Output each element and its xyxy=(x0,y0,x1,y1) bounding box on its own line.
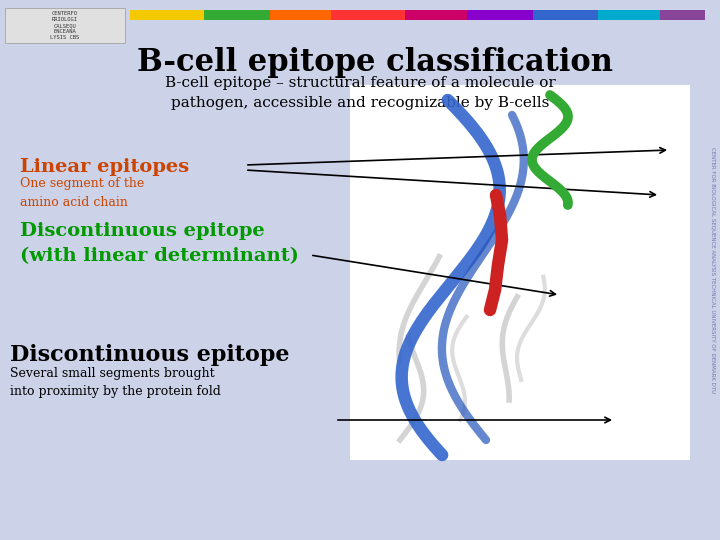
Bar xyxy=(270,10,331,20)
Bar xyxy=(5,8,125,43)
Text: Discontinuous epitope: Discontinuous epitope xyxy=(10,344,289,366)
Bar xyxy=(130,10,204,20)
Bar xyxy=(660,10,705,20)
Bar xyxy=(467,10,533,20)
Bar xyxy=(533,10,598,20)
Text: CENTER FOR BIOLOGICAL SEQUENCE ANALYSIS TECHNICAL UNIVERSITY OF DENMARK DTU: CENTER FOR BIOLOGICAL SEQUENCE ANALYSIS … xyxy=(711,147,716,393)
Text: CENTERFO
RRIOLOGI
CALSEQU
ENCEANA
LYSIS CBS: CENTERFO RRIOLOGI CALSEQU ENCEANA LYSIS … xyxy=(50,11,80,40)
Bar xyxy=(598,10,660,20)
Text: One segment of the
amino acid chain: One segment of the amino acid chain xyxy=(20,178,144,208)
Text: Linear epitopes: Linear epitopes xyxy=(20,158,189,176)
Bar xyxy=(331,10,405,20)
Bar xyxy=(350,85,690,460)
Text: Several small segments brought
into proximity by the protein fold: Several small segments brought into prox… xyxy=(10,368,221,399)
Bar xyxy=(204,10,270,20)
Bar xyxy=(405,10,467,20)
Text: Discontinuous epitope
(with linear determinant): Discontinuous epitope (with linear deter… xyxy=(20,222,299,266)
Text: B-cell epitope classification: B-cell epitope classification xyxy=(137,46,613,78)
Text: B-cell epitope – structural feature of a molecule or
pathogen, accessible and re: B-cell epitope – structural feature of a… xyxy=(165,76,555,110)
